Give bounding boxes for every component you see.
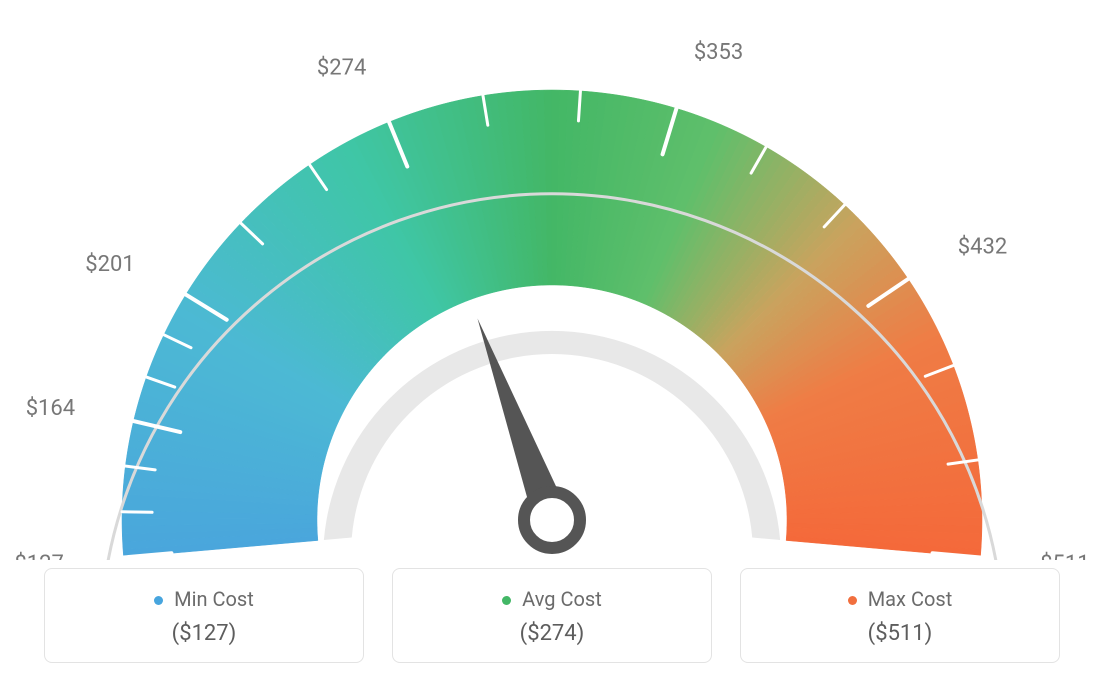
legend-title-min: Min Cost	[55, 587, 353, 611]
legend-value-avg: ($274)	[403, 621, 701, 646]
legend-card-max: Max Cost ($511)	[740, 568, 1060, 663]
legend-title-label: Max Cost	[868, 587, 953, 611]
dot-icon	[848, 596, 857, 605]
dot-icon	[154, 596, 163, 605]
legend-row: Min Cost ($127) Avg Cost ($274) Max Cost…	[0, 568, 1104, 663]
legend-title-max: Max Cost	[751, 587, 1049, 611]
legend-title-label: Avg Cost	[522, 587, 602, 611]
gauge-container: $127 $164 $201 $274 $353 $432 $511	[0, 0, 1104, 560]
gauge-tick-label: $127	[14, 552, 63, 560]
gauge-tick-label: $432	[958, 234, 1007, 259]
legend-title-avg: Avg Cost	[403, 587, 701, 611]
legend-card-min: Min Cost ($127)	[44, 568, 364, 663]
dot-icon	[502, 596, 511, 605]
gauge-hub	[524, 492, 580, 548]
gauge-tick-label: $164	[26, 396, 75, 421]
gauge-tick-label: $511	[1040, 552, 1089, 560]
legend-value-max: ($511)	[751, 621, 1049, 646]
legend-value-min: ($127)	[55, 621, 353, 646]
legend-card-avg: Avg Cost ($274)	[392, 568, 712, 663]
cost-gauge-chart: $127 $164 $201 $274 $353 $432 $511	[0, 0, 1104, 560]
gauge-tick-label: $201	[85, 252, 134, 277]
legend-title-label: Min Cost	[174, 587, 254, 611]
gauge-tick-label: $353	[694, 40, 743, 65]
gauge-tick-label: $274	[317, 56, 366, 81]
